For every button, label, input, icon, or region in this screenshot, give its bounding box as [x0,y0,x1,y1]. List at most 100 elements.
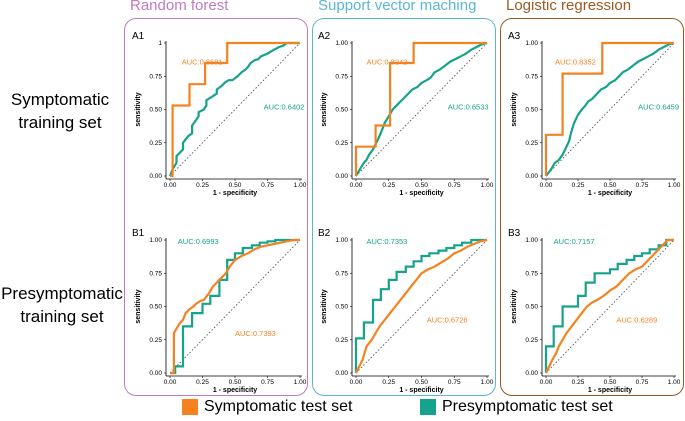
panel-label-b1: B1 [132,228,145,239]
x-tick-label-b2: 1.00 [481,379,494,386]
roc-curve-symptomatic-b2 [355,238,488,374]
y-tick-label-b3: 0.00 [525,370,538,377]
x-tick-label-a1: 0.75 [261,182,274,189]
y-axis-label-b2: sensitivity [321,289,328,323]
x-tick-label-b2: 0.25 [382,379,395,386]
roc-curve-symptomatic-b3 [545,238,674,374]
auc-label-symptomatic-b2: AUC:0.6726 [427,315,468,324]
roc-curve-presymptomatic-a3 [545,41,675,177]
x-tick-label-a3: 0.25 [572,182,585,189]
x-tick-label-a2: 1.00 [481,182,494,189]
legend-item-presymptomatic: Presymptomatic test set [420,396,613,418]
roc-panel-a3: A3 0.000.00 0.25 0.25 0.50 0.50 0.75 0.75 1.00 1.… [508,31,681,197]
y-tick-label-b3: 0.50 [525,304,538,311]
x-tick-label-a3: 1.00 [668,182,681,189]
panel-label-a2: A2 [318,31,331,42]
roc-curve-presymptomatic-b3 [544,238,674,373]
x-tick-label-b1: 0.50 [229,379,242,386]
x-tick-label-b3: 0.75 [636,379,649,386]
auc-label-presymptomatic-b1: AUC:0.6993 [178,237,219,246]
row-label-presymptomatic-line1: Presymptomatic [1,284,123,303]
y-axis-label-b1: sensitivity [135,289,142,323]
y-tick-label-b3: 1.00 [525,237,538,244]
y-tick-label-b1: 1.00 [149,237,162,244]
x-tick-label-a1: 0.00 [164,182,177,189]
y-tick-label-a2: 0.00 [335,173,348,180]
y-tick-label-a2: 0.50 [335,107,348,114]
x-tick-label-b1: 0.00 [164,379,177,386]
y-tick-label-a1: 0.50 [149,107,162,114]
x-tick-label-b1: 0.25 [196,379,209,386]
x-tick-label-b1: 1.00 [294,379,307,386]
y-tick-label-a3: 0.00 [525,173,538,180]
auc-label-presymptomatic-a1: AUC:0.6402 [264,103,305,112]
y-tick-label-b2: 0.75 [335,270,348,277]
auc-label-presymptomatic-a3: AUC:0.6459 [638,103,679,112]
x-tick-label-a3: 0.50 [604,182,617,189]
x-tick-label-b3: 1.00 [668,379,681,386]
x-axis-label-b2: 1 - specificity [399,387,443,394]
roc-panel-b1: B1 0.000.00 0.25 0.25 0.50 0.50 0.75 0.75 1.00 1.… [132,228,307,394]
row-label-symptomatic: Symptomatic training set [0,88,120,134]
row-label-presymptomatic: Presymptomatic training set [0,282,124,328]
auc-label-presymptomatic-b2: AUC:0.7353 [366,237,407,246]
roc-panel-a2: A2 0.000.00 0.25 0.25 0.50 0.50 0.75 0.75 1.00 1.… [318,31,494,197]
auc-label-symptomatic-a3: AUC:0.8352 [555,57,596,66]
y-tick-label-b2: 1.00 [335,237,348,244]
y-tick-label-b2: 0.25 [335,337,348,344]
y-axis-label-a3: sensitivity [511,92,518,126]
y-tick-label-a2: 1.00 [335,40,348,47]
roc-curve-symptomatic-a2 [354,41,487,176]
column-title-svm: Support vector maching [318,0,477,14]
auc-label-symptomatic-b3: AUC:0.6289 [616,315,657,324]
auc-label-symptomatic-a2: AUC:0.8242 [366,57,407,66]
diagonal-reference-a3 [545,42,675,177]
x-axis-label-b3: 1 - specificity [588,387,632,394]
roc-curve-presymptomatic-a1 [168,41,300,177]
y-tick-label-a3: 0.75 [525,73,538,80]
roc-curve-symptomatic-a1 [170,41,300,178]
auc-label-symptomatic-a1: AUC:0.8681 [182,57,223,66]
panel-label-a3: A3 [508,31,521,42]
y-tick-label-b1: 0.25 [149,337,162,344]
y-tick-label-a1: 1 [158,40,162,47]
diagonal-reference-b1 [169,239,301,374]
diagonal-reference-a1 [169,42,301,177]
x-tick-label-a2: 0.50 [415,182,428,189]
column-title-random-forest: Random forest [130,0,229,14]
y-tick-label-a1: 0.00 [149,173,162,180]
legend-swatch-symptomatic [182,399,198,415]
y-tick-label-b3: 0.25 [525,337,538,344]
frame-svm [312,18,496,396]
x-tick-label-a1: 0.50 [229,182,242,189]
x-axis-label-a2: 1 - specificity [399,190,443,197]
y-axis-label-b3: sensitivity [511,289,518,323]
row-label-presymptomatic-line2: training set [20,307,104,326]
frame-random-forest [124,18,308,396]
row-label-symptomatic-line1: Symptomatic [10,90,110,109]
roc-curve-presymptomatic-a2 [355,41,488,177]
y-tick-label-b3: 0.75 [525,270,538,277]
column-title-logistic-regression: Logistic regression [506,0,632,14]
x-tick-label-a2: 0.75 [448,182,461,189]
x-tick-label-b2: 0.50 [415,379,428,386]
y-tick-label-a3: 0.50 [525,107,538,114]
x-axis-label-b1: 1 - specificity [213,387,257,394]
x-tick-label-a3: 0.75 [636,182,649,189]
roc-panel-b2: B2 0.000.00 0.25 0.25 0.50 0.50 0.75 0.75 1.00 1.… [318,228,494,394]
row-label-symptomatic-line2: training set [18,113,102,132]
roc-panel-b3: B3 0.000.00 0.25 0.25 0.50 0.50 0.75 0.75 1.00 1.… [508,228,681,394]
y-tick-label-b1: 0.75 [149,270,162,277]
auc-label-presymptomatic-b3: AUC:0.7157 [554,237,595,246]
y-tick-label-a3: 0.25 [525,140,538,147]
y-tick-label-a3: 1.00 [525,40,538,47]
y-tick-label-a2: 0.75 [335,73,348,80]
roc-curve-presymptomatic-b1 [170,238,300,375]
y-tick-label-b1: 0.00 [149,370,162,377]
x-tick-label-a3: 0.00 [540,182,553,189]
y-tick-label-b1: 0.50 [149,304,162,311]
x-tick-label-a1: 1.00 [294,182,307,189]
x-tick-label-b3: 0.50 [604,379,617,386]
legend-swatch-presymptomatic [420,399,436,415]
